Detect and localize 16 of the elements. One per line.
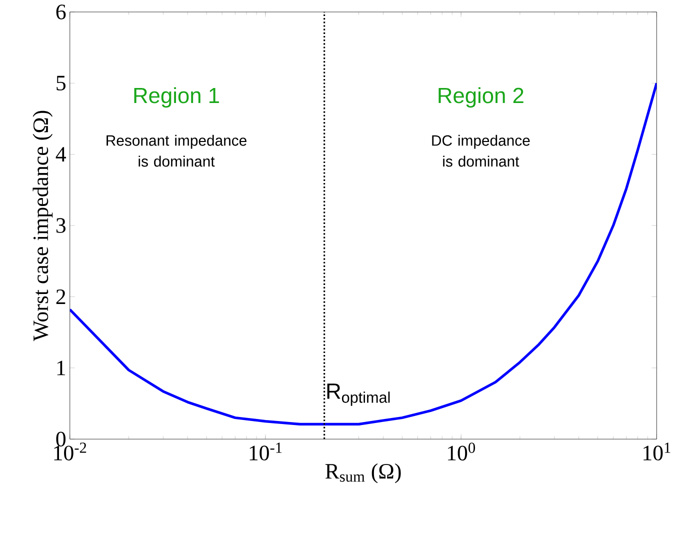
annotation: Region 2 [438, 87, 524, 108]
annotation: DC impedance is dominant [432, 134, 530, 167]
y-tick-label: 1 [57, 360, 66, 376]
y-tick-label: 4 [56, 147, 66, 162]
annotation: Region 1 [134, 87, 219, 108]
annotation: Resonant impedance is dominant [106, 134, 246, 167]
y-axis-title: Worst case impedance (Ω) [32, 110, 53, 342]
x-axis-title: R$_{sum}$ (Ω) [325, 463, 401, 484]
y-tick-label: 3 [56, 218, 66, 233]
y-tick-label: 2 [56, 290, 66, 304]
x-tick-label: 10$^{-1}$ [250, 442, 282, 460]
x-tick-label: 10$^{1}$ [644, 442, 670, 460]
x-tick-label: 10$^{0}$ [448, 442, 475, 461]
y-tick-label: 6 [56, 4, 66, 20]
y-tick-label: 5 [56, 76, 66, 90]
ref-line-label: R$_{optimal}$ [327, 384, 390, 406]
